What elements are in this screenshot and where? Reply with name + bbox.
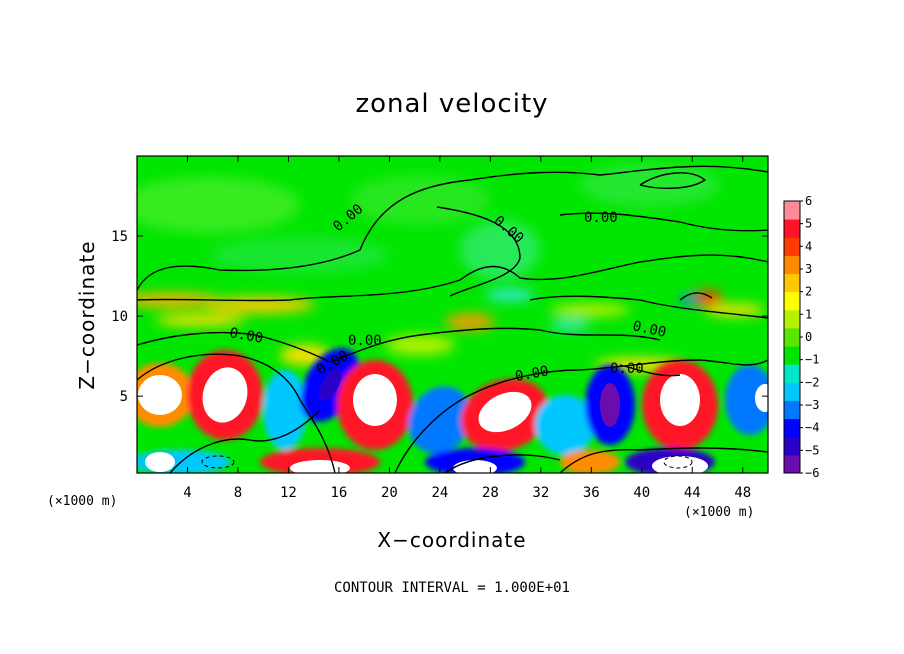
colorbar-tick-label: −2 [805,375,819,389]
x-tick-label: 8 [234,485,242,501]
colorbar-swatch [784,400,800,420]
plot-frame [136,155,769,474]
colorbar-tick-label: −5 [805,443,819,457]
y-axis-label: Z−coordinate [75,240,99,389]
colorbar-swatch [784,237,800,256]
contour-label: 0.00 [348,333,382,349]
colorbar-swatch [784,201,800,220]
x-tick-label: 12 [280,485,297,501]
contour-label: 0.00 [514,363,550,385]
x-tick-label: 16 [330,485,347,501]
x-tick-label: 40 [633,485,650,501]
x-unit-label: (×1000 m) [684,505,754,520]
x-axis: 4 8 12 16 20 24 28 32 36 40 44 48 [183,156,751,501]
colorbar-tick-label: 4 [805,239,812,253]
y-axis: 5 10 15 [111,229,768,405]
colorbar-swatch [784,255,800,275]
x-tick-label: 36 [583,485,600,501]
chart-title: zonal velocity [355,89,548,119]
contour-label: 0.00 [228,325,264,347]
contour-label: 0.00 [584,210,618,226]
x-tick-label: 24 [431,485,448,501]
colorbar-swatch [784,436,800,456]
x-tick-label: 44 [684,485,701,501]
colorbar-tick-label: 2 [805,285,812,299]
colorbar-swatch [784,291,800,311]
colorbar-swatch [784,382,800,401]
y-tick-label: 15 [111,229,128,245]
colorbar-swatch [784,364,800,383]
heatmap-field: 0.00 0.00 0.00 0.00 0.00 0.00 0.00 0.00 … [137,156,768,473]
x-tick-label: 20 [381,485,398,501]
colorbar-swatch [784,454,800,474]
colorbar-tick-label: −6 [805,466,819,480]
x-tick-label: 32 [532,485,549,501]
y-tick-label: 10 [111,309,128,325]
colorbar-swatch [784,309,800,329]
colorbar-swatch [784,273,800,293]
colorbar-tick-label: 5 [805,217,812,231]
colorbar-tick-label: −4 [805,421,819,435]
contour-label: 0.00 [610,361,644,377]
colorbar-swatch [784,346,800,365]
colorbar-tick-label: 3 [805,262,812,276]
colorbar-tick-label: 1 [805,307,812,321]
x-axis-label: X−coordinate [377,528,526,552]
colorbar-tick-label: −3 [805,398,819,412]
colorbar-swatch [784,418,800,438]
x-tick-label: 48 [734,485,751,501]
colorbar-swatch [784,219,800,238]
colorbar: 6 5 4 3 2 1 0 −1 −2 −3 −4 −5 −6 [783,194,819,480]
contour-label: 0.00 [631,318,667,341]
colorbar-tick-label: 0 [805,330,812,344]
colorbar-tick-label: 6 [805,194,812,208]
contour-interval-note: CONTOUR INTERVAL = 1.000E+01 [334,580,570,596]
y-unit-label: (×1000 m) [47,494,117,509]
colorbar-tick-label: −1 [805,353,819,367]
colorbar-swatch [784,327,800,347]
x-tick-label: 4 [183,485,191,501]
y-tick-label: 5 [120,389,128,405]
x-tick-label: 28 [482,485,499,501]
